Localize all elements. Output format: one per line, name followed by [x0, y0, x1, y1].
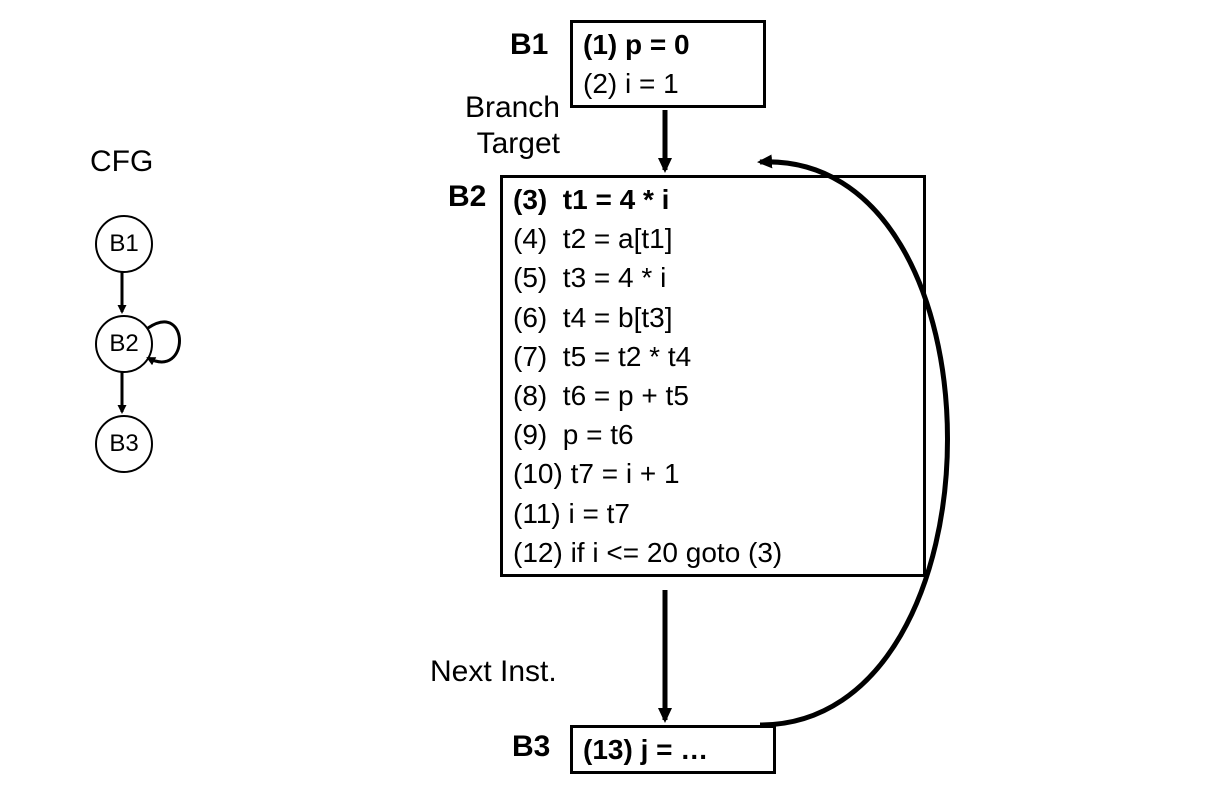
b1-line-1: (1) p = 0	[583, 25, 753, 64]
block-b2-box: (3) t1 = 4 * i (4) t2 = a[t1] (5) t3 = 4…	[500, 175, 926, 577]
cfg-node-b3: B3	[95, 415, 153, 473]
b2-line-3: (3) t1 = 4 * i	[513, 180, 913, 219]
cfg-title: CFG	[90, 145, 153, 179]
b2-line-4: (4) t2 = a[t1]	[513, 219, 913, 258]
b1-line-2: (2) i = 1	[583, 64, 753, 103]
block-b2-label: B2	[448, 180, 486, 214]
b2-line-8: (8) t6 = p + t5	[513, 376, 913, 415]
cfg-node-b2-label: B2	[109, 330, 138, 358]
b2-line-7: (7) t5 = t2 * t4	[513, 337, 913, 376]
block-b3-box: (13) j = …	[570, 725, 776, 774]
b2-line-11: (11) i = t7	[513, 494, 913, 533]
block-b1-label: B1	[510, 28, 548, 62]
b2-line-10: (10) t7 = i + 1	[513, 454, 913, 493]
b2-line-9: (9) p = t6	[513, 415, 913, 454]
branch-target-label: Branch Target	[430, 90, 560, 162]
block-b1-box: (1) p = 0 (2) i = 1	[570, 20, 766, 108]
cfg-node-b1-label: B1	[109, 230, 138, 258]
next-inst-label: Next Inst.	[430, 655, 557, 689]
cfg-node-b3-label: B3	[109, 430, 138, 458]
b2-line-6: (6) t4 = b[t3]	[513, 298, 913, 337]
block-b3-label: B3	[512, 730, 550, 764]
b2-line-12: (12) if i <= 20 goto (3)	[513, 533, 913, 572]
cfg-node-b1: B1	[95, 215, 153, 273]
cfg-node-b2: B2	[95, 315, 153, 373]
b2-line-5: (5) t3 = 4 * i	[513, 258, 913, 297]
b3-line-13: (13) j = …	[583, 730, 763, 769]
